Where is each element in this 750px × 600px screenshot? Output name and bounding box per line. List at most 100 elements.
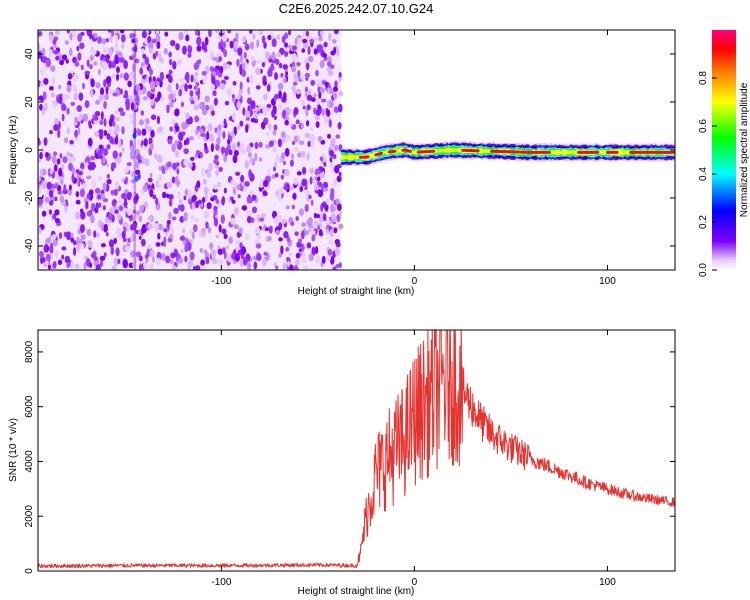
noise-speck bbox=[268, 225, 273, 234]
noise-speck bbox=[220, 146, 226, 154]
noise-speck bbox=[64, 137, 69, 144]
noise-speck bbox=[62, 93, 67, 102]
noise-speck bbox=[50, 65, 56, 73]
noise-speck bbox=[278, 252, 282, 258]
noise-speck bbox=[288, 252, 293, 257]
noise-speck bbox=[148, 41, 154, 51]
noise-speck bbox=[190, 100, 195, 105]
noise-speck bbox=[258, 157, 263, 162]
noise-speck bbox=[187, 53, 192, 58]
noise-speck bbox=[79, 188, 85, 198]
noise-speck bbox=[78, 92, 84, 101]
noise-speck bbox=[147, 35, 152, 44]
noise-speck bbox=[133, 37, 139, 45]
noise-speck bbox=[287, 122, 293, 128]
noise-speck bbox=[88, 189, 94, 196]
noise-speck bbox=[277, 138, 283, 148]
noise-speck bbox=[266, 103, 272, 109]
noise-speck bbox=[208, 30, 212, 38]
noise-speck bbox=[296, 61, 301, 67]
noise-speck bbox=[119, 257, 124, 264]
noise-speck bbox=[206, 131, 210, 140]
noise-speck bbox=[97, 219, 102, 229]
noise-speck bbox=[156, 115, 161, 125]
noise-speck bbox=[241, 246, 247, 255]
noise-speck bbox=[38, 30, 43, 37]
noise-speck bbox=[155, 242, 161, 247]
noise-speck bbox=[122, 259, 129, 269]
noise-speck bbox=[275, 229, 281, 236]
noise-speck bbox=[305, 109, 309, 117]
noise-speck bbox=[315, 168, 319, 175]
noise-speck bbox=[270, 63, 274, 68]
noise-speck bbox=[291, 204, 295, 210]
noise-speck bbox=[334, 247, 340, 257]
noise-speck bbox=[335, 198, 340, 205]
noise-speck bbox=[197, 131, 202, 140]
noise-speck bbox=[205, 256, 210, 265]
noise-speck bbox=[120, 88, 123, 95]
noise-speck bbox=[141, 30, 147, 39]
noise-speck bbox=[221, 197, 225, 206]
noise-speck bbox=[70, 237, 75, 243]
noise-speck bbox=[141, 48, 145, 56]
noise-speck bbox=[239, 242, 243, 250]
noise-speck bbox=[157, 223, 164, 231]
noise-speck bbox=[200, 259, 205, 267]
noise-speck bbox=[248, 74, 254, 84]
noise-speck bbox=[57, 175, 63, 181]
noise-speck bbox=[178, 31, 184, 41]
noise-speck bbox=[165, 255, 171, 264]
noise-speck bbox=[304, 132, 311, 139]
noise-speck bbox=[45, 238, 51, 244]
noise-speck bbox=[285, 205, 290, 210]
noise-speck bbox=[290, 159, 294, 167]
noise-speck bbox=[244, 110, 251, 118]
noise-speck bbox=[215, 143, 220, 152]
noise-speck bbox=[168, 227, 175, 236]
noise-speck bbox=[143, 138, 148, 147]
noise-speck bbox=[158, 174, 163, 181]
noise-speck bbox=[42, 106, 45, 116]
noise-speck bbox=[309, 133, 314, 143]
noise-speck bbox=[130, 73, 135, 80]
noise-speck bbox=[204, 210, 210, 219]
noise-speck bbox=[196, 45, 202, 52]
noise-speck bbox=[249, 30, 253, 34]
noise-speck bbox=[115, 156, 122, 164]
noise-speck bbox=[284, 147, 290, 157]
noise-speck bbox=[267, 34, 272, 41]
noise-speck bbox=[106, 134, 110, 140]
noise-speck bbox=[258, 141, 263, 148]
noise-speck bbox=[110, 246, 114, 256]
noise-speck bbox=[213, 97, 218, 106]
noise-speck bbox=[114, 42, 119, 49]
noise-speck bbox=[153, 223, 159, 232]
noise-speck bbox=[169, 258, 174, 264]
noise-speck bbox=[268, 123, 272, 131]
noise-speck bbox=[302, 265, 309, 270]
noise-speck bbox=[190, 215, 195, 221]
noise-speck bbox=[168, 69, 173, 75]
noise-speck bbox=[163, 241, 167, 248]
noise-speck bbox=[80, 223, 85, 233]
snr-xlabel: Height of straight line (km) bbox=[298, 586, 415, 597]
noise-speck bbox=[134, 58, 140, 64]
noise-speck bbox=[102, 182, 107, 192]
noise-speck bbox=[193, 85, 198, 90]
noise-speck bbox=[53, 164, 58, 172]
y-tick-label: 8000 bbox=[24, 340, 35, 363]
noise-speck bbox=[90, 163, 97, 169]
noise-speck bbox=[329, 161, 333, 168]
noise-speck bbox=[329, 142, 334, 149]
noise-speck bbox=[75, 211, 81, 220]
noise-speck bbox=[256, 253, 262, 262]
noise-speck bbox=[115, 247, 120, 257]
noise-speck bbox=[76, 104, 83, 112]
noise-speck bbox=[67, 188, 73, 196]
noise-speck bbox=[231, 94, 235, 99]
noise-speck bbox=[306, 242, 312, 249]
noise-speck bbox=[99, 255, 106, 261]
noise-speck bbox=[155, 50, 159, 57]
noise-speck bbox=[338, 171, 342, 177]
